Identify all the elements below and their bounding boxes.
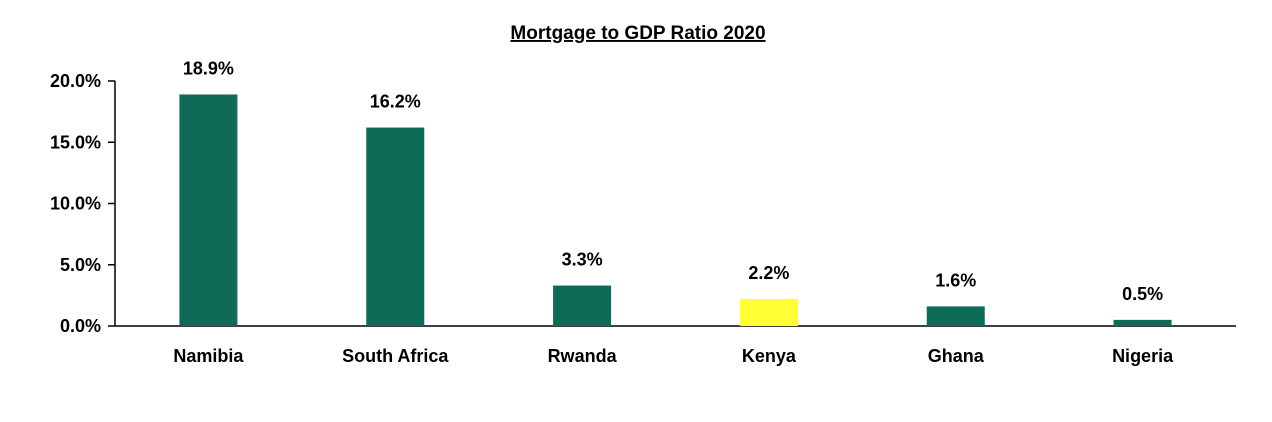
- data-label-rwanda: 3.3%: [562, 250, 603, 270]
- y-tick-label: 20.0%: [50, 71, 101, 91]
- y-axis-ticks: 0.0% 5.0% 10.0% 15.0% 20.0%: [50, 71, 115, 336]
- data-labels-group: 18.9% 16.2% 3.3% 2.2% 1.6% 0.5%: [183, 58, 1163, 303]
- bar-namibia: [179, 94, 238, 326]
- bar-south-africa: [366, 127, 425, 326]
- bar-nigeria: [1113, 319, 1172, 326]
- data-label-namibia: 18.9%: [183, 58, 234, 78]
- y-tick-label: 5.0%: [60, 255, 101, 275]
- data-label-kenya: 2.2%: [748, 263, 789, 283]
- data-label-ghana: 1.6%: [935, 270, 976, 290]
- bar-kenya: [739, 299, 798, 326]
- y-tick-label: 10.0%: [50, 194, 101, 214]
- bar-rwanda: [553, 285, 612, 326]
- category-label-nigeria: Nigeria: [1112, 346, 1174, 366]
- chart-title: Mortgage to GDP Ratio 2020: [510, 23, 765, 44]
- category-labels-group: Namibia South Africa Rwanda Kenya Ghana Niger…: [173, 346, 1174, 366]
- bar-ghana: [926, 306, 985, 326]
- data-label-south-africa: 16.2%: [370, 92, 421, 112]
- category-label-rwanda: Rwanda: [548, 346, 618, 366]
- category-label-kenya: Kenya: [742, 346, 797, 366]
- y-tick-label: 15.0%: [50, 132, 101, 152]
- bars-group: [179, 94, 1172, 326]
- category-label-ghana: Ghana: [928, 346, 985, 366]
- category-label-namibia: Namibia: [173, 346, 244, 366]
- category-label-south-africa: South Africa: [342, 346, 449, 366]
- y-tick-label: 0.0%: [60, 316, 101, 336]
- data-label-nigeria: 0.5%: [1122, 284, 1163, 304]
